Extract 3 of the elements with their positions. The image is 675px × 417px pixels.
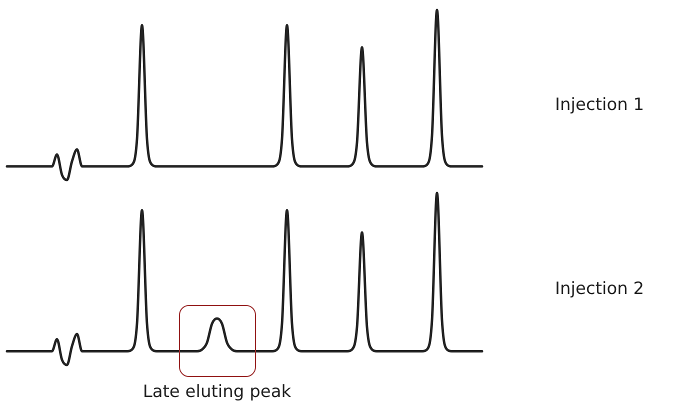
- text: Late eluting peak: [142, 382, 292, 402]
- text: Injection 1: [555, 95, 644, 115]
- text: Injection 2: [555, 279, 644, 299]
